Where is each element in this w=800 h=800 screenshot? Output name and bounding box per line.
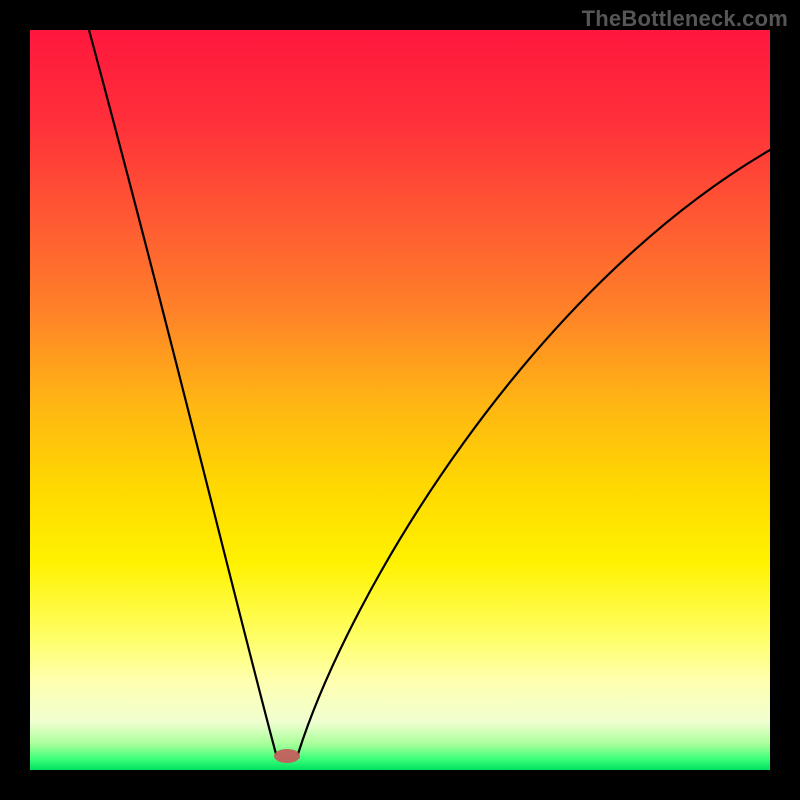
chart-container: TheBottleneck.com xyxy=(0,0,800,800)
gradient-background xyxy=(30,30,770,770)
bottleneck-curve-chart xyxy=(30,30,770,770)
optimal-point-marker xyxy=(274,749,300,763)
plot-area xyxy=(30,30,770,770)
watermark-label: TheBottleneck.com xyxy=(582,6,788,32)
